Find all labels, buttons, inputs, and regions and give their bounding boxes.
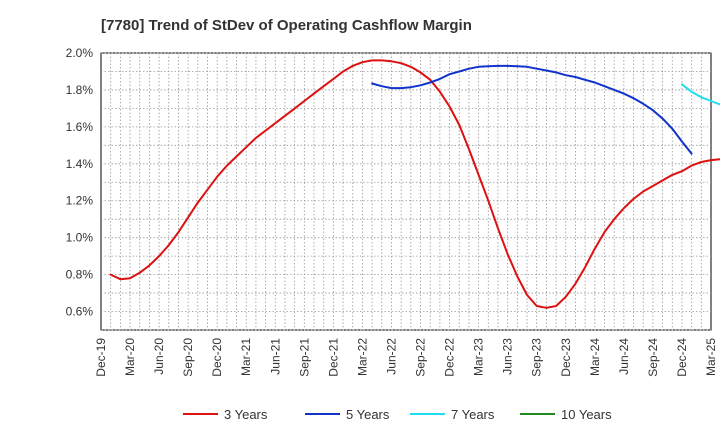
- x-tick-label: Jun-22: [384, 338, 398, 375]
- x-tick-label: Sep-24: [646, 338, 660, 377]
- legend-label: 3 Years: [224, 407, 268, 422]
- x-tick-label: Dec-22: [443, 338, 457, 377]
- x-tick-label: Sep-23: [530, 338, 544, 377]
- x-tick-label: Mar-25: [704, 338, 718, 376]
- series-line-3: [681, 83, 720, 106]
- chart-title: [7780] Trend of StDev of Operating Cashf…: [101, 17, 472, 34]
- x-tick-label: Sep-21: [297, 338, 311, 377]
- x-tick-label: Dec-20: [210, 338, 224, 377]
- x-tick-label: Jun-21: [268, 338, 282, 375]
- x-tick-label: Mar-22: [355, 338, 369, 376]
- series-lines: [109, 59, 720, 309]
- y-tick-label: 1.6%: [66, 120, 94, 134]
- x-tick-label: Dec-21: [326, 338, 340, 377]
- x-tick-label: Jun-24: [617, 338, 631, 375]
- x-tick-label: Mar-23: [472, 338, 486, 376]
- y-tick-label: 1.2%: [66, 194, 94, 208]
- x-tick-label: Jun-20: [152, 338, 166, 375]
- grid: [101, 52, 711, 331]
- x-tick-label: Dec-24: [675, 338, 689, 377]
- legend-label: 5 Years: [346, 407, 390, 422]
- x-tick-label: Dec-19: [94, 338, 108, 377]
- x-tick-label: Sep-22: [414, 338, 428, 377]
- y-tick-label: 1.0%: [66, 231, 94, 245]
- legend-label: 10 Years: [561, 407, 612, 422]
- plot-area: [100, 52, 712, 331]
- legend: 3 Years 5 Years 7 Years 10 Years: [183, 407, 612, 422]
- x-tick-label: Mar-24: [588, 338, 602, 376]
- y-tick-label: 2.0%: [66, 46, 94, 60]
- x-tick-label: Dec-23: [559, 338, 573, 377]
- y-tick-label: 1.4%: [66, 157, 94, 171]
- x-tick-label: Sep-20: [181, 338, 195, 377]
- y-tick-label: 1.8%: [66, 83, 94, 97]
- series-line-2: [371, 64, 693, 155]
- y-axis-ticks: 0.6% 0.8% 1.0% 1.2% 1.4% 1.6% 1.8% 2.0%: [66, 46, 94, 319]
- x-tick-label: Jun-23: [501, 338, 515, 375]
- y-tick-label: 0.6%: [66, 305, 94, 319]
- y-tick-label: 0.8%: [66, 268, 94, 282]
- series-line-1: [109, 59, 720, 309]
- x-tick-label: Mar-21: [239, 338, 253, 376]
- x-axis-ticks: Dec-19 Mar-20 Jun-20 Sep-20 Dec-20 Mar-21 Jun-…: [94, 338, 718, 377]
- x-tick-label: Mar-20: [123, 338, 137, 376]
- legend-label: 7 Years: [451, 407, 495, 422]
